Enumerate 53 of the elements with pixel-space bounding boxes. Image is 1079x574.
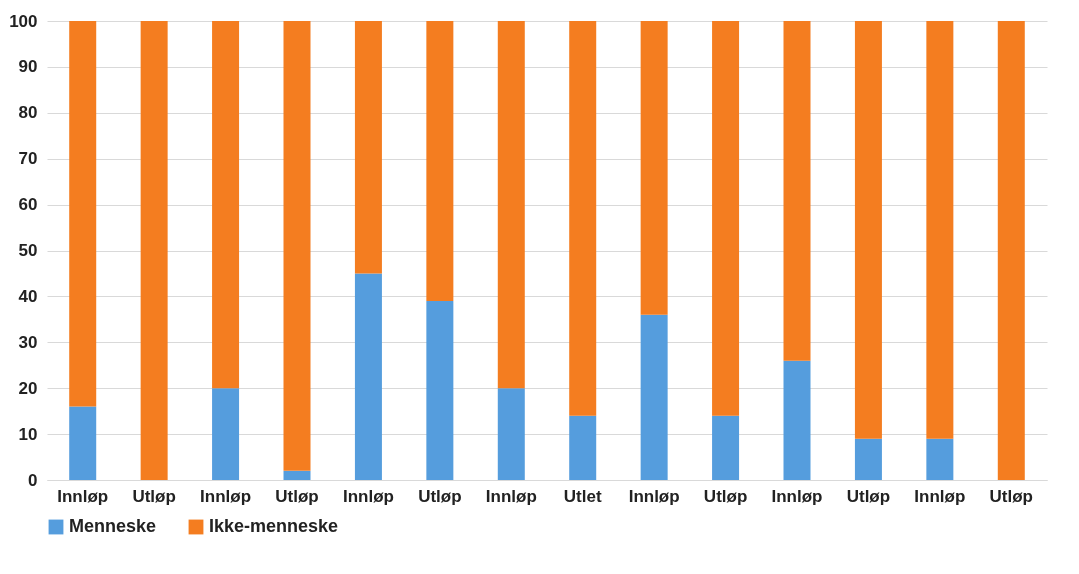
bar	[783, 360, 811, 480]
bar	[569, 21, 597, 416]
x-tick-label: Utlet	[563, 486, 602, 506]
bar	[712, 415, 740, 480]
bar	[783, 21, 811, 361]
bar	[854, 21, 882, 439]
x-tick-label: Utløp	[418, 486, 462, 506]
bar	[569, 415, 597, 480]
bar	[997, 21, 1025, 480]
bar	[354, 21, 382, 274]
x-tick-label: Innløp	[200, 486, 252, 506]
bar	[426, 300, 454, 480]
bar	[854, 438, 882, 480]
bar	[69, 21, 97, 407]
x-tick-label: Innløp	[342, 486, 394, 506]
bar	[212, 21, 240, 389]
y-tick-label: 0	[28, 470, 38, 490]
x-tick-label: Innløp	[628, 486, 680, 506]
y-tick-label: 80	[18, 103, 38, 123]
x-tick-label: Utløp	[132, 486, 176, 506]
x-tick-label: Innløp	[485, 486, 537, 506]
bar	[926, 21, 954, 439]
bar	[140, 21, 168, 480]
bar	[283, 470, 311, 480]
x-tick-label: Utløp	[989, 486, 1033, 506]
x-tick-label: Utløp	[703, 486, 748, 506]
bar	[712, 21, 740, 416]
bar	[69, 406, 97, 480]
x-tick-label: Innløp	[771, 486, 823, 506]
x-tick-label: Utløp	[275, 486, 319, 506]
x-tick-label: Utløp	[846, 486, 891, 506]
y-tick-label: 40	[18, 286, 38, 306]
y-tick-label: 30	[18, 332, 38, 352]
y-tick-label: 50	[18, 241, 38, 260]
bar	[212, 388, 240, 480]
bar	[497, 21, 525, 389]
bar	[497, 388, 525, 480]
y-tick-label: 20	[18, 378, 38, 398]
y-tick-label: 90	[18, 57, 38, 77]
bar	[926, 438, 954, 480]
legend-label: Menneske	[69, 516, 157, 536]
bar	[354, 273, 382, 480]
y-tick-label: 60	[18, 195, 38, 215]
x-tick-label: Innløp	[57, 486, 109, 506]
bar	[640, 21, 668, 315]
bar	[640, 314, 668, 480]
legend-label: Ikke-menneske	[209, 516, 339, 536]
y-tick-label: 70	[18, 149, 38, 169]
bar	[283, 21, 311, 471]
bar	[426, 21, 454, 301]
y-tick-label: 10	[18, 424, 38, 444]
x-tick-label: Innløp	[914, 486, 966, 506]
y-tick-label: 100	[9, 11, 38, 31]
